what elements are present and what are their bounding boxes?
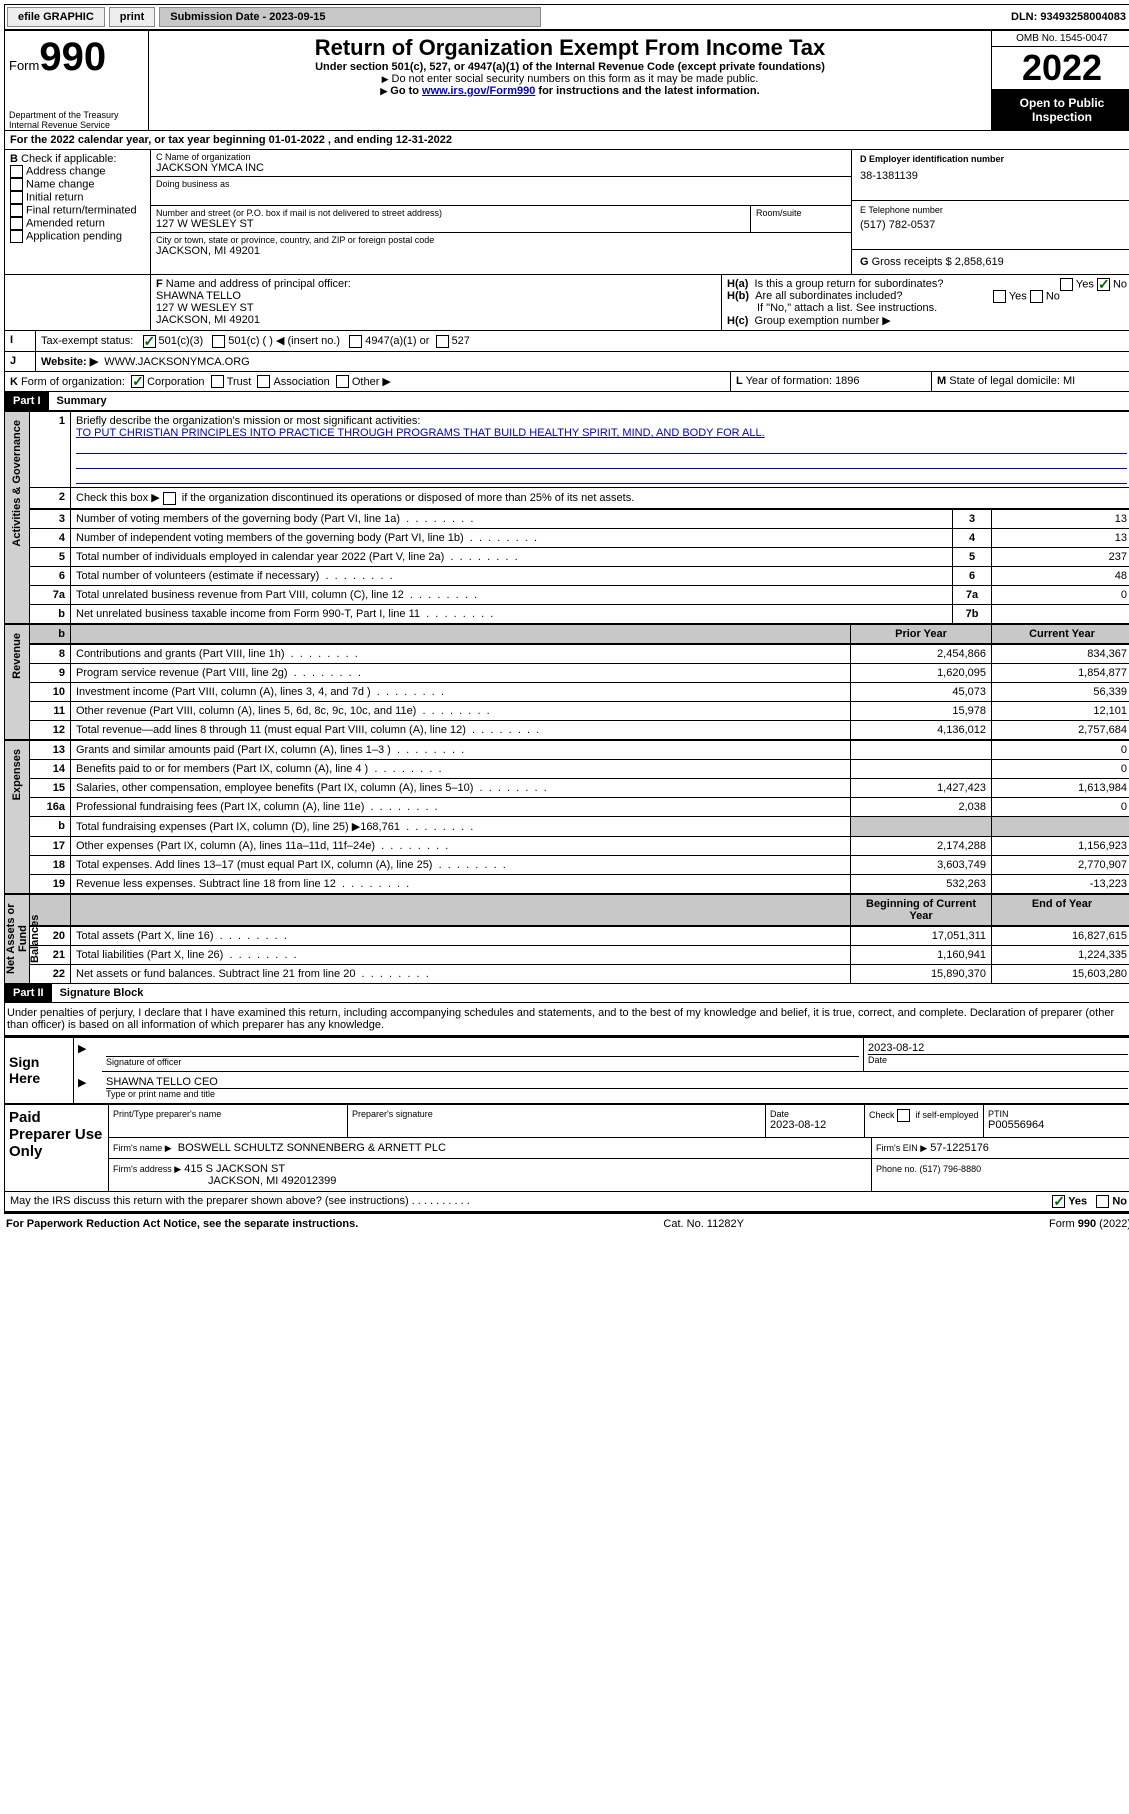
efile-graphic-button[interactable]: efile GRAPHIC — [7, 7, 105, 27]
phone-value: (517) 782-0537 — [860, 219, 1124, 231]
discuss-yes[interactable] — [1052, 1195, 1065, 1208]
b-opt[interactable] — [10, 230, 23, 243]
sig-date: 2023-08-12 — [868, 1042, 1128, 1054]
open-to-public: Open to PublicInspection — [992, 90, 1129, 130]
officer-addr1: 127 W WESLEY ST — [156, 302, 254, 314]
tab-governance: Activities & Governance — [4, 411, 29, 624]
ein-value: 38-1381139 — [860, 170, 1124, 182]
dba-label: Doing business as — [156, 179, 846, 189]
klm-row: K Form of organization: Corporation Trus… — [4, 372, 1129, 393]
irs-label: Internal Revenue Service — [9, 120, 144, 130]
tab-revenue: Revenue — [4, 624, 29, 740]
website-row: J Website: ▶ WWW.JACKSONYMCA.ORG — [4, 352, 1129, 372]
form-title: Return of Organization Exempt From Incom… — [155, 35, 985, 61]
line2-check[interactable] — [163, 492, 176, 505]
form-subtitle: Under section 501(c), 527, or 4947(a)(1)… — [155, 61, 985, 73]
expenses-block: Expenses 13Grants and similar amounts pa… — [4, 740, 1129, 894]
addr-label: Number and street (or P.O. box if mail i… — [156, 208, 745, 218]
part2-header: Part II Signature Block — [4, 984, 1129, 1003]
netassets-block: Net Assets or Fund Balances Beginning of… — [4, 894, 1129, 984]
revenue-block: Revenue bPrior YearCurrent Year 8Contrib… — [4, 624, 1129, 740]
dln-label: DLN: 93493258004083 — [1005, 11, 1129, 23]
ha-no[interactable] — [1097, 278, 1110, 291]
b-opt[interactable] — [10, 204, 23, 217]
website-value: WWW.JACKSONYMCA.ORG — [104, 356, 249, 368]
self-employed-check[interactable] — [897, 1109, 910, 1122]
discuss-no[interactable] — [1096, 1195, 1109, 1208]
org-name: JACKSON YMCA INC — [156, 162, 846, 174]
entity-block: B Check if applicable: Address changeNam… — [4, 150, 1129, 275]
goto-note: Go to www.irs.gov/Form990 for instructio… — [155, 85, 985, 97]
k-trust[interactable] — [211, 375, 224, 388]
omb-number: OMB No. 1545-0047 — [992, 31, 1129, 47]
b-opt[interactable] — [10, 165, 23, 178]
form-number: Form990 — [9, 35, 144, 80]
b-opt[interactable] — [10, 217, 23, 230]
b-opt[interactable] — [10, 178, 23, 191]
tab-expenses: Expenses — [4, 740, 29, 894]
k-assoc[interactable] — [257, 375, 270, 388]
ha-yes[interactable] — [1060, 278, 1073, 291]
527-check[interactable] — [436, 335, 449, 348]
org-name-label: C Name of organization — [156, 152, 846, 162]
summary-block: Activities & Governance 1 Briefly descri… — [4, 411, 1129, 624]
b-opt[interactable] — [10, 191, 23, 204]
declaration: Under penalties of perjury, I declare th… — [4, 1003, 1129, 1036]
print-button[interactable]: print — [109, 7, 155, 27]
topbar: efile GRAPHIC print Submission Date - 20… — [4, 4, 1129, 31]
phone-label: E Telephone number — [860, 205, 1124, 215]
firm-name: BOSWELL SCHULTZ SONNENBERG & ARNETT PLC — [178, 1142, 446, 1154]
page-footer: For Paperwork Reduction Act Notice, see … — [4, 1212, 1129, 1234]
form-990-footer: Form 990 (2022) — [1049, 1218, 1129, 1230]
sign-here-block: Sign Here ▶ Signature of officer 2023-08… — [4, 1036, 1129, 1104]
paid-preparer-block: Paid Preparer Use Only Print/Type prepar… — [4, 1104, 1129, 1192]
room-label: Room/suite — [751, 206, 851, 232]
street-address: 127 W WESLEY ST — [156, 218, 745, 230]
irs-link[interactable]: www.irs.gov/Form990 — [422, 85, 535, 97]
discuss-row: May the IRS discuss this return with the… — [4, 1192, 1129, 1212]
ein-label: D Employer identification number — [860, 154, 1124, 164]
501c-check[interactable] — [212, 335, 225, 348]
tax-year-line: For the 2022 calendar year, or tax year … — [4, 131, 1129, 150]
tab-netassets: Net Assets or Fund Balances — [4, 894, 29, 984]
form-header: Form990 Department of the Treasury Inter… — [4, 31, 1129, 131]
city-label: City or town, state or province, country… — [156, 235, 846, 245]
501c3-check[interactable] — [143, 335, 156, 348]
4947-check[interactable] — [349, 335, 362, 348]
hb-no[interactable] — [1030, 290, 1043, 303]
officer-name: SHAWNA TELLO — [156, 290, 241, 302]
part1-header: Part I Summary — [4, 392, 1129, 411]
officer-block: F Name and address of principal officer:… — [4, 275, 1129, 331]
mission-text: TO PUT CHRISTIAN PRINCIPLES INTO PRACTIC… — [76, 427, 765, 439]
tax-year: 2022 — [992, 47, 1129, 90]
city-state-zip: JACKSON, MI 49201 — [156, 245, 846, 257]
gross-receipts: Gross receipts $ 2,858,619 — [869, 256, 1004, 268]
hb-yes[interactable] — [993, 290, 1006, 303]
tax-exempt-row: I Tax-exempt status: 501(c)(3) 501(c) ( … — [4, 331, 1129, 352]
k-corp[interactable] — [131, 375, 144, 388]
submission-date: Submission Date - 2023-09-15 — [159, 7, 541, 27]
k-other[interactable] — [336, 375, 349, 388]
ssn-note: Do not enter social security numbers on … — [155, 73, 985, 85]
officer-addr2: JACKSON, MI 49201 — [156, 314, 260, 326]
officer-typed-name: SHAWNA TELLO CEO — [106, 1076, 1128, 1088]
dept-treasury: Department of the Treasury — [9, 110, 144, 120]
